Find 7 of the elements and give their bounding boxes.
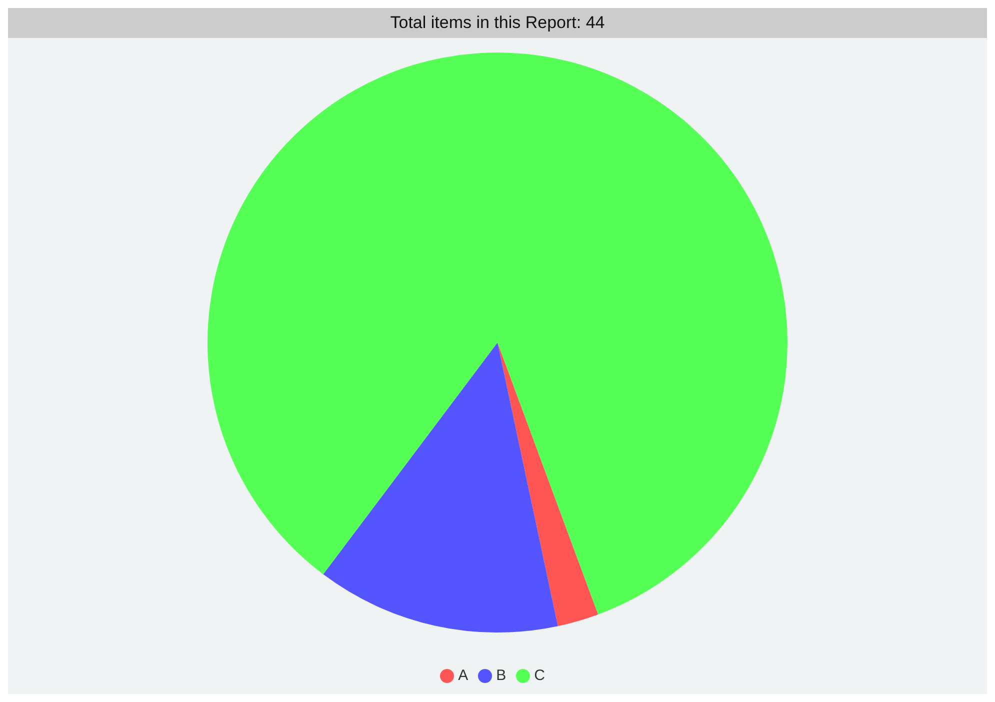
legend-label: B <box>496 667 506 684</box>
legend-label: C <box>534 667 545 684</box>
chart-title: Total items in this Report: 44 <box>8 8 987 38</box>
pie-slice <box>323 342 558 632</box>
legend-label: A <box>458 667 468 684</box>
pie-slice <box>208 52 788 615</box>
pie-slice <box>498 342 598 626</box>
